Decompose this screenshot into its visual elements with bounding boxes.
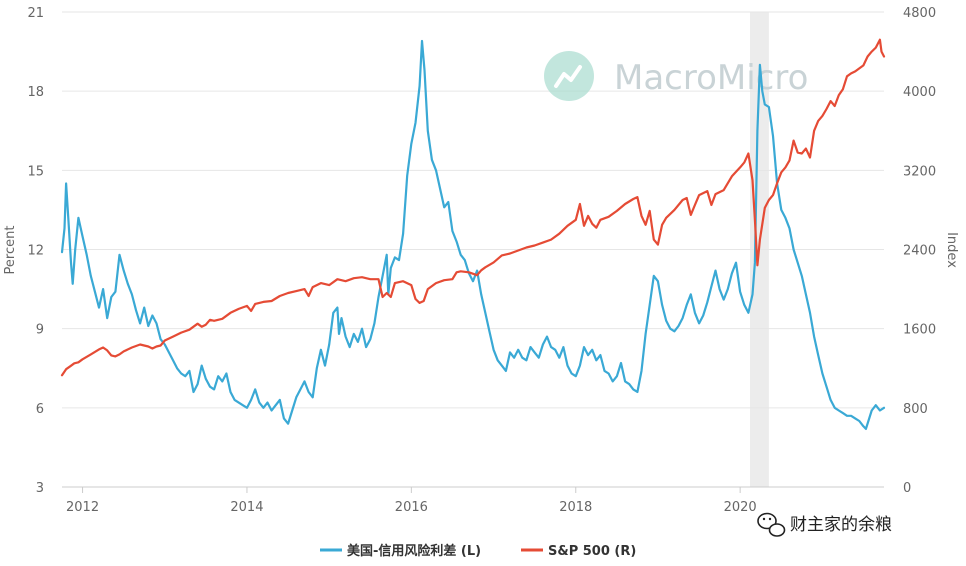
right-tick-label: 0	[903, 481, 911, 496]
right-axis-title: Index	[944, 232, 959, 268]
left-tick-label: 18	[27, 85, 44, 100]
left-tick-label: 12	[27, 244, 44, 259]
x-tick-label: 2020	[724, 500, 757, 515]
right-tick-label: 1600	[903, 323, 936, 338]
legend-label-credit-spread: 美国-信用风险利差 (L)	[347, 543, 481, 559]
gridlines	[62, 11, 884, 409]
right-tick-label: 4000	[903, 85, 936, 100]
series-layer	[60, 38, 886, 430]
left-tick-label: 15	[27, 164, 44, 179]
legend-label-sp500: S&P 500 (R)	[548, 544, 636, 559]
right-tick-label: 3200	[903, 164, 936, 179]
legend: 美国-信用风险利差 (L) S&P 500 (R)	[320, 543, 636, 559]
axes: 3 6 9 12 15 18 21 0 800 1600 2400 3200 4000 4800 2012 2…	[27, 6, 936, 515]
wechat-account-name: 财主家的余粮	[790, 515, 892, 535]
series-line-sp500	[60, 38, 886, 377]
legend-item-sp500[interactable]: S&P 500 (R)	[521, 544, 636, 559]
right-tick-label: 2400	[903, 244, 936, 259]
x-tick-label: 2012	[66, 500, 99, 515]
watermark-text: MacroMicro	[614, 58, 808, 98]
left-tick-label: 6	[36, 402, 44, 417]
wechat-icon	[757, 512, 786, 537]
wechat-overlay: 财主家的余粮	[757, 512, 892, 537]
left-tick-label: 9	[36, 323, 44, 338]
right-tick-label: 4800	[903, 6, 936, 21]
watermark: MacroMicro	[544, 51, 808, 101]
left-axis-title: Percent	[3, 226, 18, 275]
x-tick-label: 2014	[230, 500, 263, 515]
series-line-credit-spread	[60, 39, 886, 430]
macromicro-logo-icon	[544, 51, 594, 101]
x-tick-label: 2016	[395, 500, 428, 515]
legend-item-credit-spread[interactable]: 美国-信用风险利差 (L)	[320, 543, 481, 559]
right-tick-label: 800	[903, 402, 928, 417]
left-tick-label: 3	[36, 481, 44, 496]
left-tick-label: 21	[27, 6, 44, 21]
x-tick-label: 2018	[559, 500, 592, 515]
